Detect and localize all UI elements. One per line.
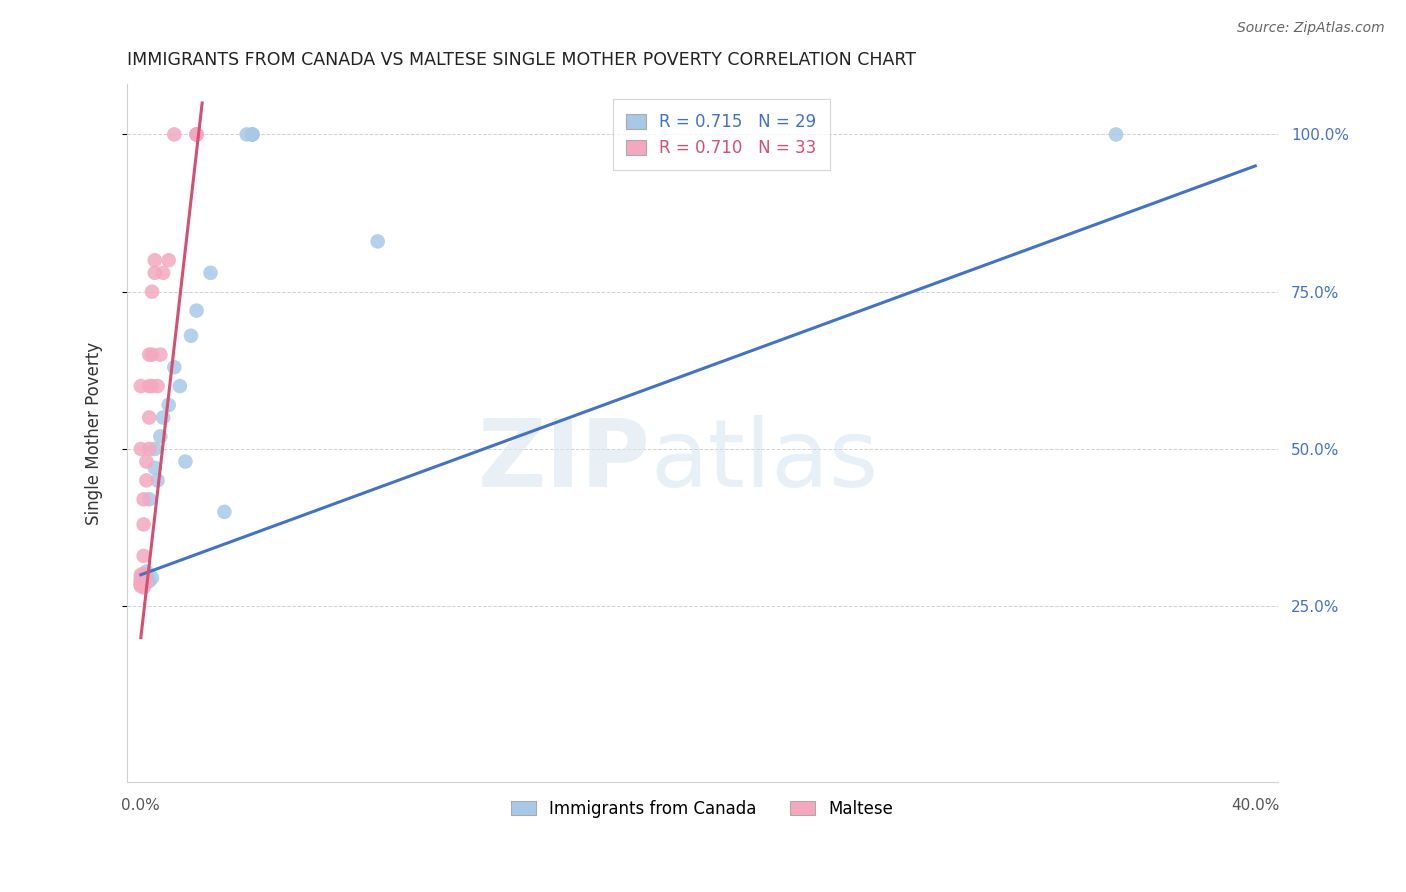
Y-axis label: Single Mother Poverty: Single Mother Poverty: [86, 342, 103, 524]
Point: [214, 505, 236, 519]
Point: [186, 128, 208, 142]
Point: [132, 580, 155, 594]
Point: [138, 574, 160, 588]
Point: [135, 474, 157, 488]
Point: [138, 410, 160, 425]
Point: [240, 128, 263, 142]
Point: [129, 379, 152, 393]
Legend: Immigrants from Canada, Maltese: Immigrants from Canada, Maltese: [505, 793, 900, 824]
Point: [174, 454, 197, 468]
Point: [240, 128, 263, 142]
Point: [132, 571, 155, 585]
Point: [129, 579, 152, 593]
Point: [135, 574, 157, 588]
Point: [141, 379, 163, 393]
Point: [235, 128, 257, 142]
Point: [138, 442, 160, 456]
Point: [157, 253, 180, 268]
Point: [143, 442, 166, 456]
Point: [186, 303, 208, 318]
Text: IMMIGRANTS FROM CANADA VS MALTESE SINGLE MOTHER POVERTY CORRELATION CHART: IMMIGRANTS FROM CANADA VS MALTESE SINGLE…: [127, 51, 915, 69]
Point: [135, 567, 157, 582]
Point: [143, 266, 166, 280]
Point: [132, 517, 155, 532]
Point: [152, 410, 174, 425]
Point: [169, 379, 191, 393]
Point: [138, 379, 160, 393]
Point: [129, 571, 152, 585]
Point: [146, 379, 169, 393]
Point: [149, 429, 172, 443]
Point: [200, 266, 222, 280]
Point: [157, 398, 180, 412]
Point: [240, 128, 263, 142]
Point: [367, 235, 389, 249]
Point: [129, 442, 152, 456]
Point: [135, 565, 157, 579]
Point: [186, 128, 208, 142]
Point: [163, 128, 186, 142]
Point: [129, 574, 152, 588]
Point: [149, 348, 172, 362]
Point: [129, 577, 152, 591]
Point: [138, 348, 160, 362]
Point: [146, 474, 169, 488]
Point: [152, 266, 174, 280]
Text: atlas: atlas: [651, 415, 879, 508]
Point: [163, 360, 186, 375]
Point: [129, 577, 152, 591]
Point: [132, 567, 155, 582]
Point: [129, 574, 152, 588]
Point: [186, 128, 208, 142]
Point: [141, 285, 163, 299]
Point: [132, 567, 155, 582]
Point: [135, 454, 157, 468]
Point: [141, 571, 163, 585]
Point: [141, 348, 163, 362]
Point: [180, 328, 202, 343]
Point: [129, 567, 152, 582]
Point: [143, 253, 166, 268]
Text: Source: ZipAtlas.com: Source: ZipAtlas.com: [1237, 21, 1385, 35]
Point: [138, 492, 160, 507]
Point: [129, 577, 152, 591]
Point: [132, 492, 155, 507]
Point: [143, 460, 166, 475]
Point: [132, 571, 155, 585]
Point: [1105, 128, 1128, 142]
Text: ZIP: ZIP: [478, 415, 651, 508]
Point: [132, 549, 155, 563]
